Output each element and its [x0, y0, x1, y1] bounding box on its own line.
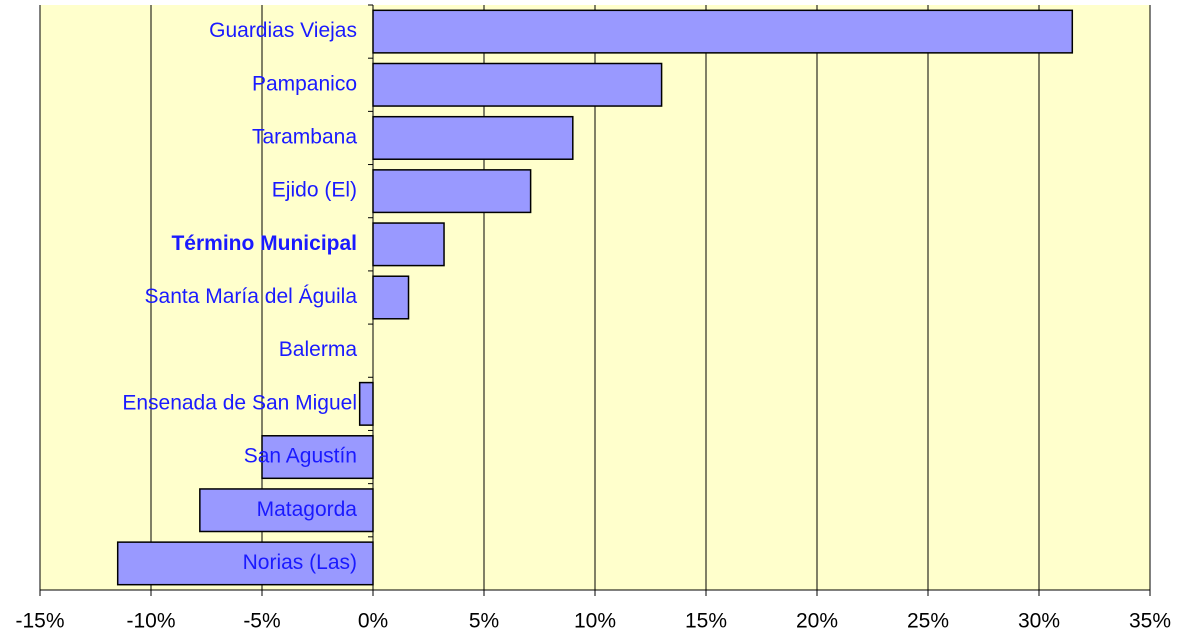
x-tick-label: 30%	[1018, 610, 1060, 633]
x-tick-label: 5%	[469, 610, 499, 633]
x-tick-label: -15%	[15, 610, 64, 633]
y-tick-label: Ejido (El)	[272, 179, 357, 202]
x-tick-label: 20%	[796, 610, 838, 633]
y-tick-label: San Agustín	[244, 445, 357, 468]
y-tick-label: Balerma	[279, 338, 358, 361]
x-tick-label: -5%	[243, 610, 280, 633]
bar	[372, 62, 663, 107]
y-tick-label: Pampanico	[252, 72, 357, 95]
x-tick-label: -10%	[126, 610, 175, 633]
y-tick-label: Santa María del Águila	[145, 285, 358, 308]
y-tick-label: Ensenada de San Miguel	[122, 391, 357, 414]
y-tick-label: Tarambana	[252, 126, 357, 149]
bar	[261, 435, 374, 480]
bar	[116, 541, 374, 586]
x-tick-label: 0%	[358, 610, 388, 633]
y-tick-label: Guardias Viejas	[209, 19, 357, 42]
x-tick-label: 35%	[1129, 610, 1171, 633]
y-tick-label: Término Municipal	[171, 232, 357, 255]
x-tick-label: 15%	[685, 610, 727, 633]
bar	[358, 381, 374, 426]
bar	[372, 275, 410, 320]
bar	[372, 222, 445, 267]
x-tick-label: 25%	[907, 610, 949, 633]
x-tick-label: 10%	[574, 610, 616, 633]
bar	[372, 169, 532, 214]
bar	[199, 488, 374, 533]
bar	[372, 115, 574, 160]
bar	[372, 9, 1074, 54]
y-tick-label: Matagorda	[257, 498, 358, 521]
y-tick-label: Norias (Las)	[243, 551, 357, 574]
